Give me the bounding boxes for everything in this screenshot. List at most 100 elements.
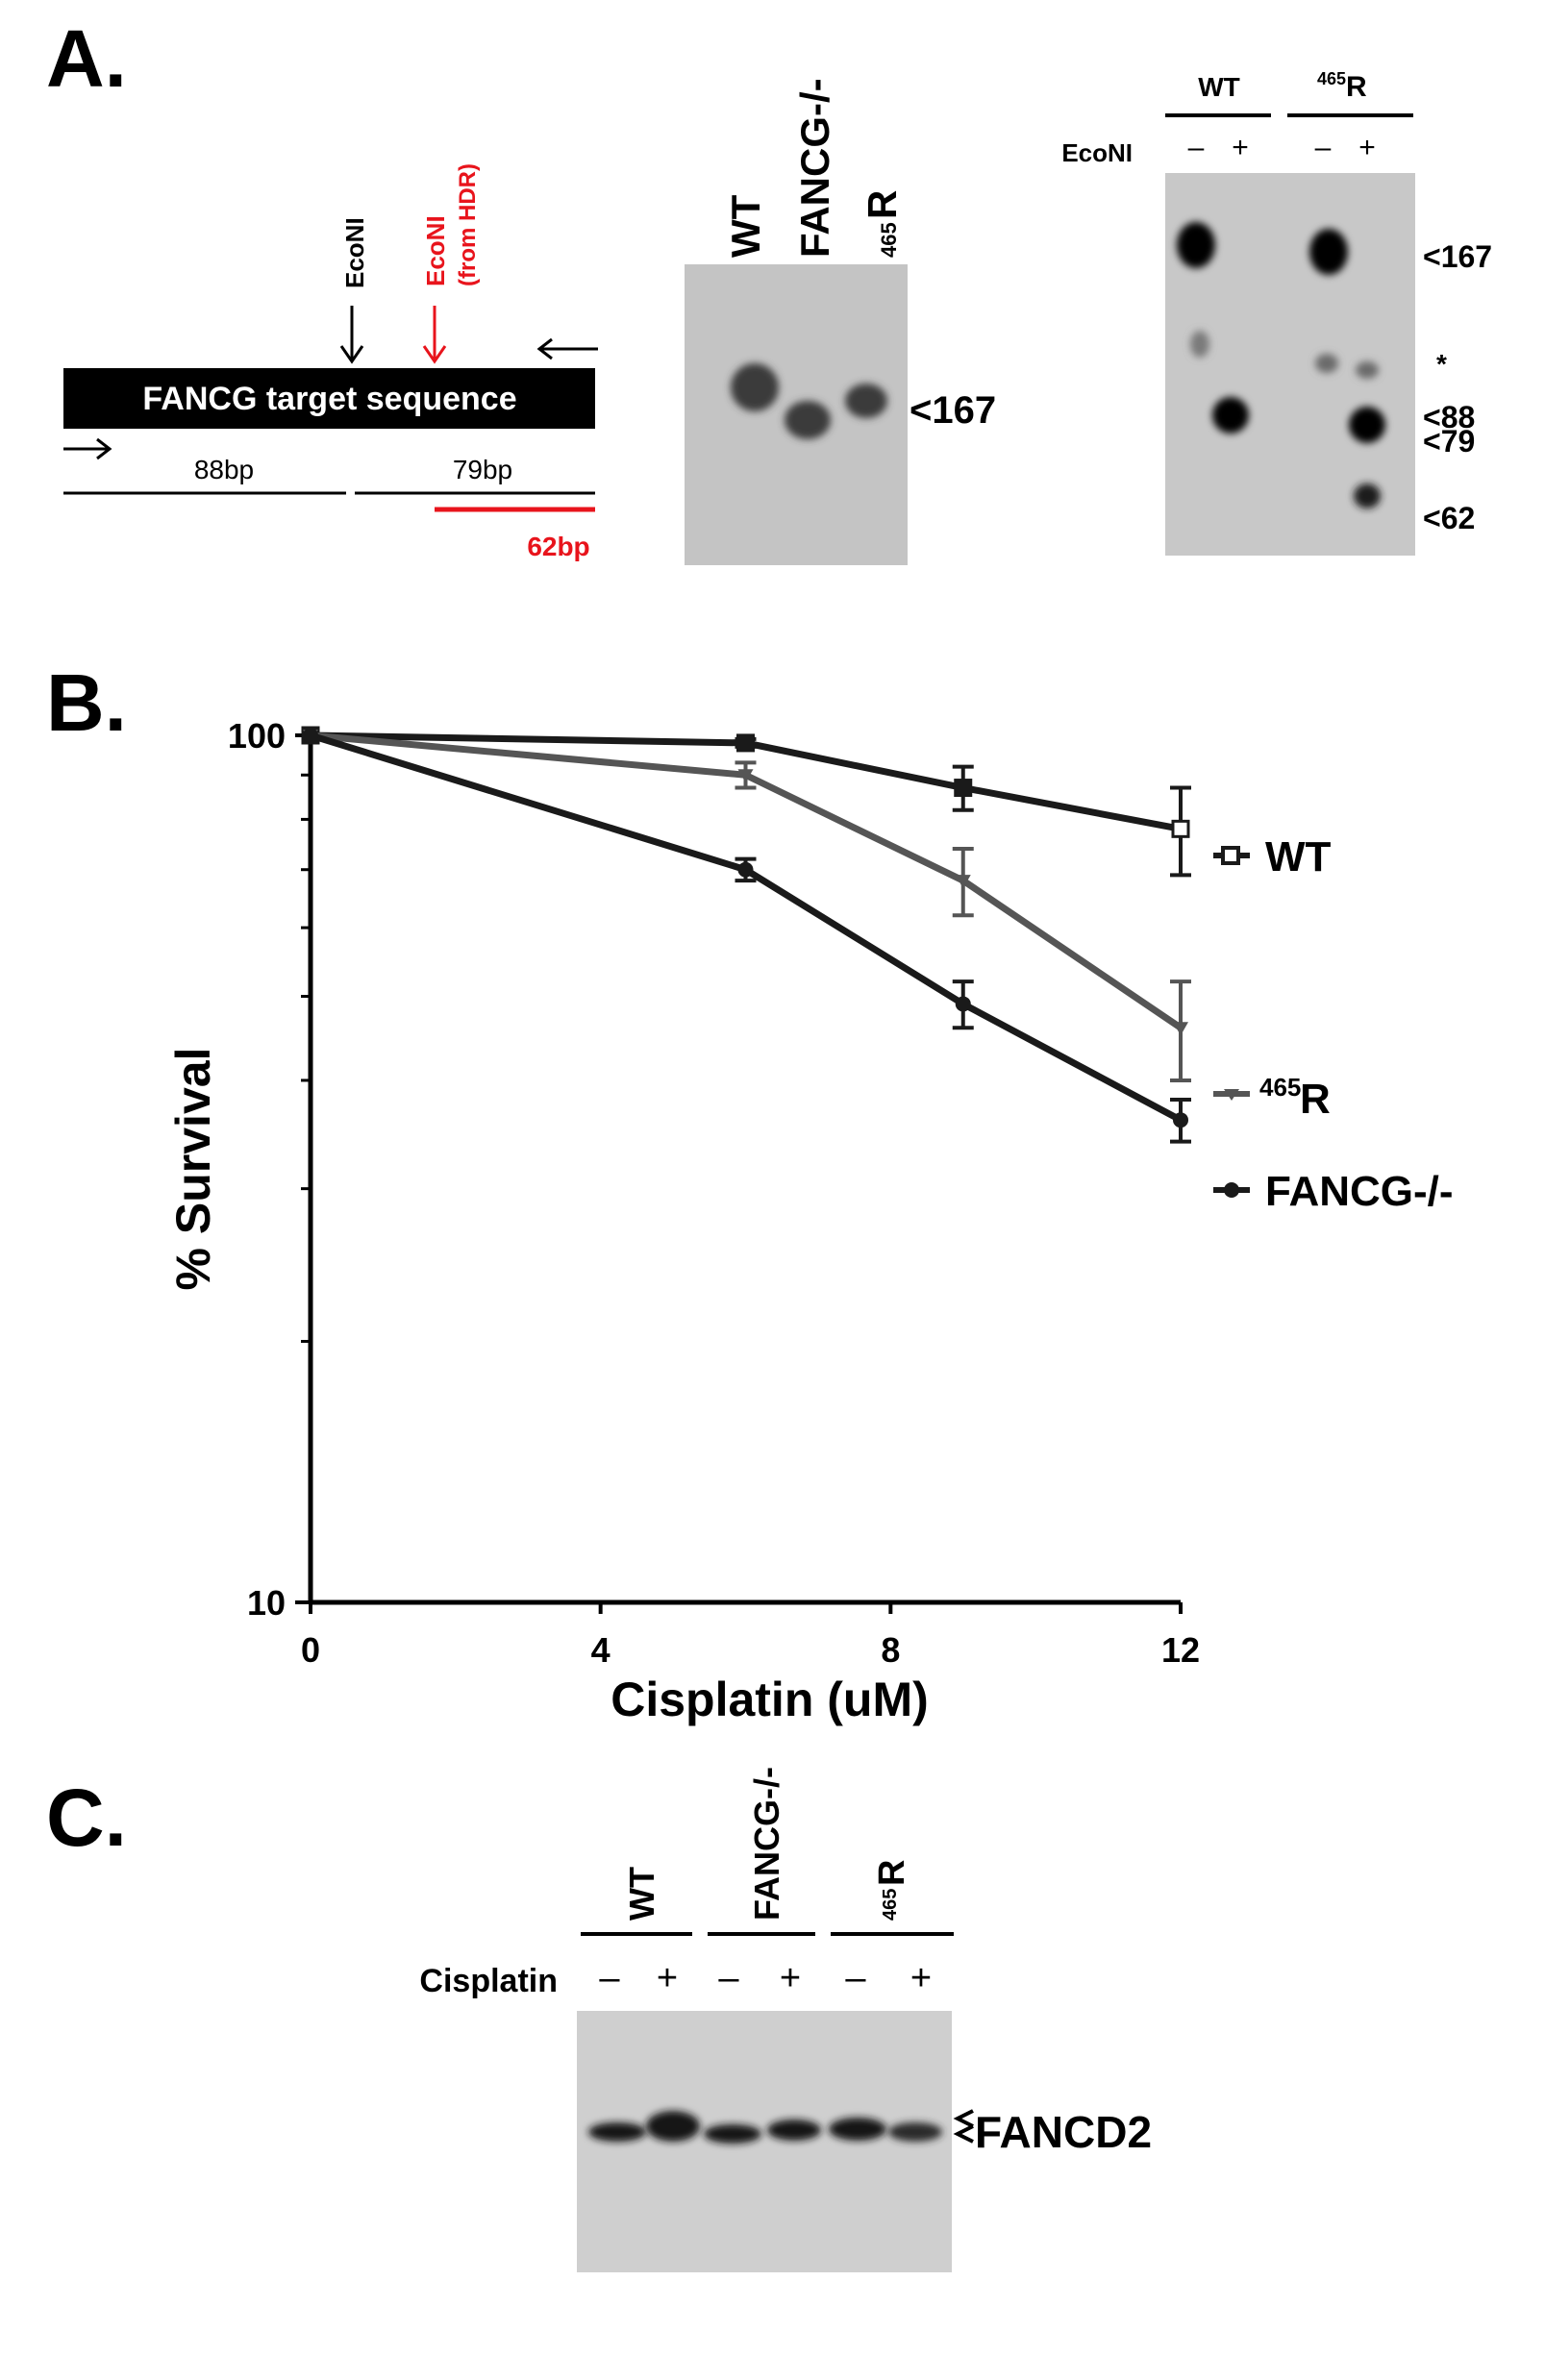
blot-band-5 (829, 2118, 886, 2141)
data-point (954, 779, 973, 798)
series-line (310, 731, 1182, 832)
blot-band-3 (704, 2124, 761, 2144)
gel2-marker-62: <62 (1423, 501, 1475, 535)
data-point (1173, 1022, 1188, 1036)
legend-label: R (1300, 1076, 1331, 1123)
blot-sign-4: + (780, 1958, 801, 1998)
fragment-88bp: 88bp (194, 455, 254, 484)
gel2-econi-row-label: EcoNI (1061, 138, 1133, 167)
blot-sign-3: – (718, 1958, 739, 1998)
gel2-group-465r-sup: 465 (1317, 69, 1346, 88)
data-point (1173, 1112, 1188, 1128)
legend-marker (1224, 1089, 1239, 1101)
gel1-lane-wt: WT (723, 194, 768, 258)
panel-c-label: C. (46, 1773, 127, 1863)
blot-sign-2: + (657, 1958, 678, 1998)
y-axis-label: % Survival (166, 1048, 220, 1291)
panel-b-label: B. (46, 657, 127, 748)
blot-band-2 (646, 2111, 700, 2142)
gel2-band-465r-62 (1354, 483, 1381, 508)
legend-label-sup: 465 (1259, 1073, 1301, 1102)
legend-label: WT (1265, 833, 1332, 880)
blot-image (577, 2011, 952, 2272)
econi-site-label: EcoNI (340, 217, 369, 288)
target-diagram: FANCG target sequence EcoNI EcoNI (from … (63, 163, 598, 561)
gel2-group-wt: WT (1198, 72, 1240, 102)
data-point (737, 769, 754, 783)
econi-hdr-sublabel: (from HDR) (455, 163, 481, 286)
y-tick-label: 10 (247, 1583, 286, 1623)
survival-chart: 0 4 8 12 10 100 Cisplatin (uM) % Survival WT 465R… (166, 716, 1454, 1726)
blot-cisplatin-row-label: Cisplatin (419, 1963, 558, 1999)
y-tick-label: 100 (228, 716, 286, 756)
data-point (955, 875, 971, 889)
gel2-band-465r-star2 (1356, 361, 1379, 379)
gel2-group-465r: R (1346, 71, 1367, 103)
gel1-band-465r (845, 384, 887, 418)
blot-sign-1: – (599, 1958, 620, 1998)
legend-label: FANCG-/- (1265, 1168, 1454, 1215)
x-tick-label: 12 (1161, 1630, 1200, 1670)
blot-marker-arrows (953, 2109, 974, 2144)
data-point (737, 861, 754, 878)
reverse-primer-arrow (536, 337, 598, 360)
series-fancg: FANCG-/- (303, 728, 1454, 1215)
gel-econi-digest: WT 465 R EcoNI – + – + <167 * <88 <79 <6… (1061, 69, 1492, 556)
econi-hdr-arrow (422, 306, 447, 364)
data-point (736, 733, 755, 753)
fancd2-blot: WT FANCG-/- 465 R Cisplatin – + – + – + … (419, 1767, 1152, 2272)
blot-marker-fancd2: FANCD2 (975, 2107, 1152, 2157)
fragment-62bp: 62bp (527, 532, 589, 561)
data-point (303, 728, 318, 743)
blot-lane-465r: R (872, 1860, 912, 1886)
gel2-band-465r-star (1315, 354, 1338, 373)
blot-lane-fancg: FANCG-/- (747, 1767, 786, 1921)
gel2-band-wt-faint (1190, 331, 1209, 358)
gel2-marker-167: <167 (1423, 239, 1492, 274)
x-tick-label: 0 (301, 1630, 320, 1670)
x-axis-label: Cisplatin (uM) (611, 1673, 929, 1726)
legend-marker (1224, 1182, 1239, 1198)
fragment-79bp: 79bp (453, 455, 512, 484)
gel2-band-wt-cut (1212, 397, 1249, 434)
forward-primer-arrow (63, 437, 112, 460)
x-tick-label: 8 (881, 1630, 900, 1670)
gel2-sign-3: – (1315, 132, 1332, 163)
gel1-marker-167: <167 (910, 389, 996, 432)
gel1-band-fancg (785, 401, 831, 439)
gel2-marker-79: <79 (1423, 424, 1475, 459)
gel2-marker-star: * (1436, 349, 1447, 379)
blot-lane-wt: WT (622, 1867, 661, 1921)
gel2-sign-1: – (1188, 132, 1205, 163)
data-point (1171, 819, 1190, 838)
gel1-band-wt (731, 363, 779, 411)
series-line (310, 731, 1183, 1031)
blot-sign-6: + (910, 1958, 932, 1998)
gel2-band-wt-uncut (1177, 222, 1215, 268)
legend-item: FANCG-/- (1213, 1168, 1454, 1215)
blot-band-1 (588, 2122, 646, 2142)
gel-genotype: WT FANCG-/- 465 R <167 (685, 78, 996, 565)
gel2-band-465r-uncut (1309, 229, 1348, 275)
gel2-sign-2: + (1232, 132, 1249, 163)
target-sequence-box (63, 368, 595, 429)
data-point (955, 996, 971, 1012)
gel2-sign-4: + (1358, 132, 1376, 163)
gel1-lane-465r: R (860, 190, 905, 219)
target-sequence-label: FANCG target sequence (142, 381, 516, 417)
gel2-marker-88: <88 (1423, 400, 1475, 434)
x-tick-label: 4 (591, 1630, 611, 1670)
econi-hdr-label: EcoNI (421, 215, 450, 286)
gel2-band-465r-cut (1349, 407, 1385, 443)
legend-marker (1221, 846, 1240, 865)
blot-lane-465r-sup: 465 (880, 1889, 901, 1921)
blot-band-4 (767, 2120, 821, 2141)
blot-band-6 (888, 2122, 942, 2142)
gel1-lane-fancg: FANCG-/- (792, 78, 837, 258)
blot-sign-5: – (845, 1958, 866, 1998)
gel1-lane-465r-sup: 465 (877, 222, 901, 258)
series-line (309, 731, 1183, 1124)
